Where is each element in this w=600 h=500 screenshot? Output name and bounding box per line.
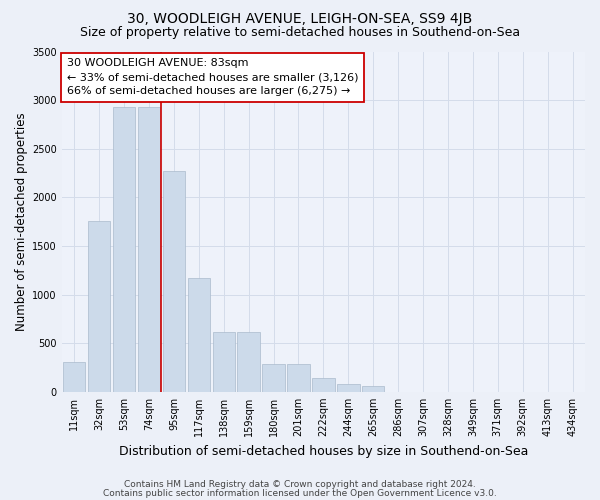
Bar [362, 386, 385, 392]
Bar [262, 364, 285, 392]
Bar [163, 171, 185, 392]
Text: Contains public sector information licensed under the Open Government Licence v3: Contains public sector information licen… [103, 488, 497, 498]
Bar [287, 364, 310, 392]
Y-axis label: Number of semi-detached properties: Number of semi-detached properties [15, 112, 28, 331]
Bar [63, 362, 85, 392]
X-axis label: Distribution of semi-detached houses by size in Southend-on-Sea: Distribution of semi-detached houses by … [119, 444, 528, 458]
Text: 30 WOODLEIGH AVENUE: 83sqm
← 33% of semi-detached houses are smaller (3,126)
66%: 30 WOODLEIGH AVENUE: 83sqm ← 33% of semi… [67, 58, 359, 96]
Bar [113, 107, 135, 392]
Text: 30, WOODLEIGH AVENUE, LEIGH-ON-SEA, SS9 4JB: 30, WOODLEIGH AVENUE, LEIGH-ON-SEA, SS9 … [127, 12, 473, 26]
Text: Size of property relative to semi-detached houses in Southend-on-Sea: Size of property relative to semi-detach… [80, 26, 520, 39]
Bar [238, 332, 260, 392]
Bar [312, 378, 335, 392]
Bar [212, 332, 235, 392]
Bar [188, 278, 210, 392]
Bar [337, 384, 359, 392]
Text: Contains HM Land Registry data © Crown copyright and database right 2024.: Contains HM Land Registry data © Crown c… [124, 480, 476, 489]
Bar [138, 107, 160, 392]
Bar [88, 220, 110, 392]
